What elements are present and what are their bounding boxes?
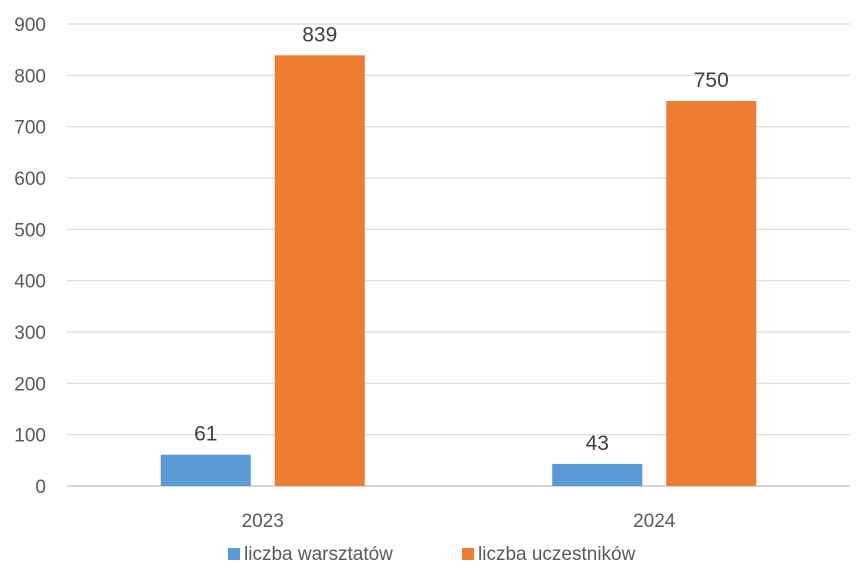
- y-tick-label: 100: [14, 426, 46, 447]
- y-axis-ticks: 0 100 200 300 400 500 600 700 800 900: [14, 15, 46, 498]
- y-tick-label: 500: [14, 220, 46, 241]
- legend-swatch: [228, 548, 240, 560]
- data-label: 61: [194, 423, 217, 446]
- data-label: 839: [302, 23, 337, 46]
- data-label: 43: [586, 432, 609, 455]
- y-tick-label: 400: [14, 272, 46, 293]
- data-labels: 61 839 43 750: [194, 23, 729, 455]
- legend: liczba warsztatów liczba uczestników: [228, 544, 636, 565]
- bars: [160, 55, 757, 487]
- data-label: 750: [694, 69, 729, 92]
- bar-uczestnicy-2024: [666, 101, 757, 486]
- y-tick-label: 800: [14, 66, 46, 87]
- legend-label: liczba uczestników: [478, 544, 636, 565]
- y-tick-label: 700: [14, 118, 46, 139]
- x-axis-categories: 2023 2024: [242, 511, 676, 532]
- legend-label: liczba warsztatów: [244, 544, 393, 565]
- y-tick-label: 200: [14, 374, 46, 395]
- y-tick-label: 300: [14, 323, 46, 344]
- bar-warsztaty-2024: [552, 463, 643, 486]
- x-category-label: 2024: [633, 511, 676, 532]
- y-tick-label: 900: [14, 15, 46, 36]
- legend-swatch: [462, 548, 474, 560]
- bar-warsztaty-2023: [160, 454, 251, 486]
- y-tick-label: 0: [35, 477, 46, 498]
- bar-uczestnicy-2023: [274, 55, 365, 487]
- y-tick-label: 600: [14, 169, 46, 190]
- x-category-label: 2023: [242, 511, 284, 532]
